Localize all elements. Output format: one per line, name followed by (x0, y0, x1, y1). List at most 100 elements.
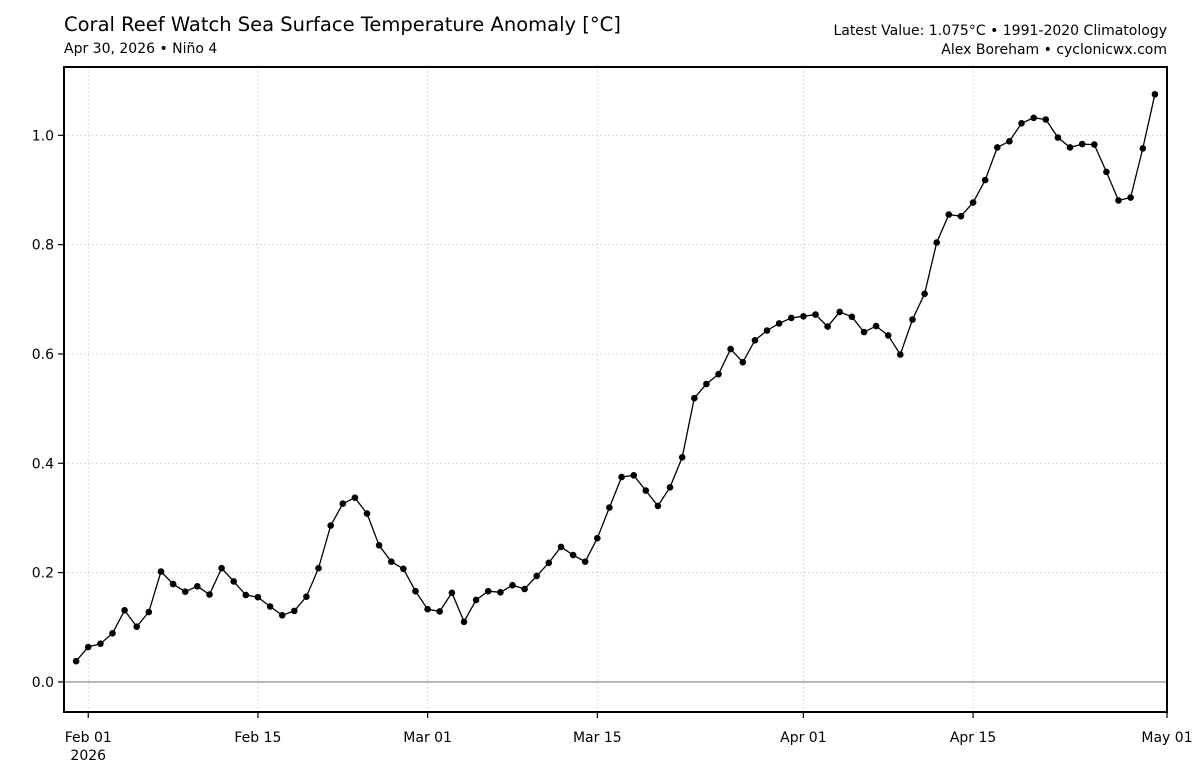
data-point (909, 316, 916, 323)
data-point (994, 144, 1001, 151)
data-point (1139, 145, 1147, 152)
chart-title: Coral Reef Watch Sea Surface Temperature… (64, 13, 621, 36)
data-point (751, 337, 759, 344)
data-point (218, 564, 225, 572)
data-point (278, 612, 286, 619)
data-point (133, 623, 140, 630)
data-point (921, 290, 928, 298)
data-point (800, 313, 807, 320)
plot-frame (63, 66, 1168, 713)
data-point (897, 351, 904, 358)
y-tick-label: 0.6 (32, 347, 54, 363)
data-point (1066, 144, 1074, 151)
data-point (121, 607, 128, 614)
data-point (1018, 120, 1025, 127)
data-point (569, 551, 577, 559)
data-point (206, 591, 213, 598)
data-points (72, 91, 1159, 665)
data-point (84, 643, 92, 651)
data-point (230, 578, 237, 585)
data-point (872, 322, 880, 330)
y-tick-label: 0.2 (32, 566, 54, 582)
data-point (1078, 140, 1086, 148)
x-tick-label: Mar 15 (573, 730, 622, 746)
data-point (763, 327, 771, 334)
data-point (242, 591, 250, 599)
data-point (703, 380, 710, 388)
data-point (981, 176, 989, 184)
data-point (739, 358, 747, 366)
data-point (836, 308, 843, 316)
author-credit: Alex Boreham • cyclonicwx.com (941, 42, 1167, 58)
data-point (351, 494, 359, 502)
data-point (691, 394, 698, 402)
data-point (303, 593, 310, 600)
data-point (363, 510, 371, 517)
data-point (72, 657, 80, 665)
data-point (339, 500, 347, 508)
x-tick-label: Mar 01 (403, 730, 452, 746)
data-point (521, 585, 528, 593)
data-point (424, 605, 431, 613)
data-point (824, 323, 831, 330)
data-point (436, 608, 444, 615)
data-point (157, 568, 165, 575)
data-point (812, 311, 819, 318)
y-axis-ticks: 0.0 0.2 0.4 0.6 0.8 1.0 (32, 128, 64, 691)
data-point (194, 583, 201, 590)
data-point (484, 587, 492, 595)
data-point (460, 618, 468, 626)
data-point (594, 534, 601, 542)
data-point (169, 580, 177, 588)
data-point (1127, 194, 1134, 201)
data-point (606, 504, 613, 511)
data-point (1091, 141, 1098, 148)
chart-subtitle: Apr 30, 2026 • Niño 4 (64, 41, 218, 57)
data-point (630, 472, 637, 479)
x-tick-label: May 01 (1141, 730, 1192, 746)
data-point (1054, 134, 1062, 141)
data-point (533, 572, 540, 580)
data-point (557, 543, 565, 551)
data-point (618, 473, 625, 481)
data-point (412, 587, 419, 595)
data-point (1042, 116, 1050, 123)
data-point (848, 313, 856, 321)
latest-value-label: Latest Value: 1.075°C • 1991-2020 Climat… (833, 23, 1167, 39)
data-point (388, 558, 395, 565)
data-point (884, 332, 892, 339)
data-point (933, 239, 940, 246)
y-tick-label: 0.4 (32, 456, 54, 472)
data-point (448, 589, 456, 597)
data-point (472, 596, 480, 604)
data-point (957, 212, 965, 220)
data-point (715, 370, 722, 378)
data-point (654, 502, 662, 510)
data-point (315, 564, 322, 572)
data-point (497, 589, 504, 596)
data-point (327, 522, 335, 529)
x-tick-label: Apr 01 (780, 730, 826, 746)
data-point (545, 559, 553, 567)
data-point (727, 345, 734, 353)
data-point (1151, 91, 1159, 98)
y-tick-label: 1.0 (32, 128, 54, 144)
data-point (775, 320, 783, 327)
data-point (97, 640, 104, 647)
data-point (945, 211, 953, 218)
data-point (1115, 197, 1122, 204)
data-point (266, 603, 274, 610)
data-point (254, 593, 262, 601)
data-point (145, 608, 153, 616)
series-line (75, 94, 1156, 662)
data-point (969, 199, 977, 206)
data-point (1006, 138, 1013, 145)
data-point (375, 542, 383, 549)
x-tick-label: Feb 01 2026 (65, 730, 112, 764)
data-point (678, 454, 686, 461)
data-point (1103, 168, 1110, 176)
data-point (860, 328, 868, 336)
data-point (581, 558, 589, 565)
gridlines (64, 67, 1168, 712)
